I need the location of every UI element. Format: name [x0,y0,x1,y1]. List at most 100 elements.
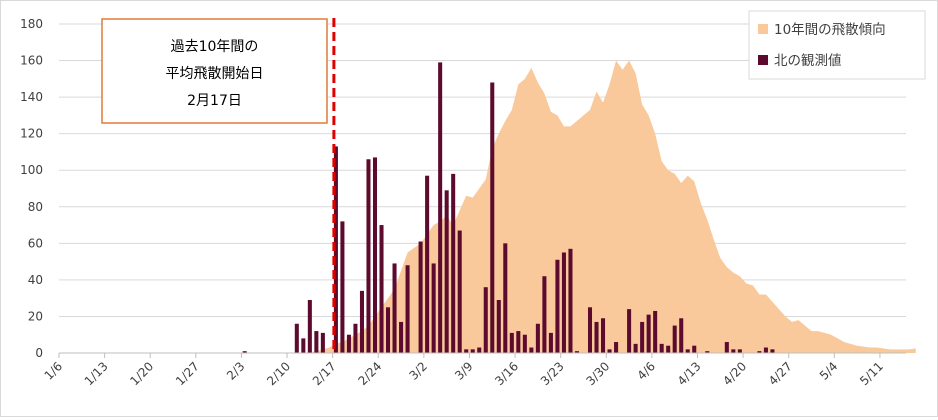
legend-swatch-observed [758,55,768,65]
observed-bar [438,62,443,353]
y-tick-label: 180 [20,17,43,31]
observed-bar [685,349,690,353]
observed-bar [346,334,351,353]
observed-bar [627,309,632,353]
observed-bar [594,321,599,353]
observed-bar [340,221,345,353]
observed-bar [555,259,560,353]
x-tick-label: 5/11 [857,359,886,388]
y-tick-label: 80 [28,200,43,214]
observed-bar [379,225,384,353]
observed-bar [314,331,319,353]
observed-bar [731,349,736,353]
y-tick-label: 60 [28,236,43,250]
observed-bar [399,321,404,353]
observed-bar [653,310,658,353]
legend-label-trend: 10年間の飛散傾向 [774,22,886,38]
y-tick-label: 100 [20,163,43,177]
observed-bar [640,321,645,353]
observed-bar [366,159,371,353]
observed-bar [666,345,671,353]
observed-bar [372,157,378,353]
x-tick-label: 1/6 [42,359,66,383]
observed-bar [451,173,456,353]
observed-bar [724,342,729,353]
observed-bar [333,146,338,353]
observed-bar [457,230,462,353]
observed-bar [522,334,527,353]
annotation-text-line: 過去10年間の [171,39,259,55]
observed-bar [561,252,566,353]
y-tick-label: 20 [28,309,43,323]
x-tick-label: 4/13 [675,359,704,388]
observed-bar [646,314,651,353]
observed-bar [444,190,449,353]
observed-bar [294,323,299,353]
trend-area-layer [303,60,916,354]
x-tick-label: 2/24 [355,359,384,388]
x-tick-label: 4/27 [766,359,795,388]
x-tick-label: 1/20 [127,359,156,388]
observed-bar [301,338,306,353]
x-tick-label: 2/17 [310,359,339,388]
x-tick-label: 5/4 [817,359,841,383]
observed-bar [418,241,423,353]
y-tick-label: 120 [20,127,43,141]
observed-bar [692,345,697,353]
observed-bar [763,347,768,353]
observed-bar [587,307,593,353]
observed-bar [509,332,514,353]
observed-bar [359,290,364,353]
observed-bar [431,263,436,353]
observed-bars-layer [242,62,775,354]
observed-bar [737,349,742,353]
observed-bar [607,349,612,353]
observed-bar [516,331,521,353]
x-tick-label: 1/13 [82,359,111,388]
y-tick-label: 40 [28,273,43,287]
observed-bar [242,351,247,353]
trend-area [303,60,916,354]
x-tick-label: 3/9 [452,359,476,383]
observed-bar [574,351,579,353]
x-tick-label: 3/23 [538,359,567,388]
observed-bar [464,349,469,353]
observed-bar [307,299,312,353]
legend-box [748,10,926,80]
legend-label-observed: 北の観測値 [774,52,842,69]
annotation-text-line: 平均飛散開始日 [166,66,264,82]
observed-bar [633,343,638,353]
observed-bar [548,332,553,353]
y-tick-label: 0 [35,346,43,360]
observed-bar [542,276,547,353]
observed-bar [496,299,501,353]
observed-bar [679,318,684,353]
observed-bar [535,323,540,353]
x-tick-label: 3/30 [583,359,612,388]
y-tick-label: 160 [20,54,43,68]
observed-bar [503,243,508,353]
observed-bar [529,347,534,353]
observed-bar [490,82,495,354]
observed-bar [353,323,358,353]
observed-bar [483,287,488,353]
x-tick-label: 4/6 [634,359,658,383]
observed-bar [659,343,664,353]
observed-bar [705,351,710,353]
y-tick-label: 140 [20,90,43,104]
observed-bar [392,263,397,353]
x-tick-label: 1/27 [173,359,202,388]
observed-bar [405,265,410,353]
x-tick-label: 3/2 [406,359,430,383]
observed-bar [672,325,677,353]
x-tick-label: 2/3 [224,359,248,383]
observed-bar [470,349,475,353]
x-tick-label: 4/20 [720,359,749,388]
observed-bar [425,175,430,353]
observed-bar [601,318,606,353]
x-tick-label: 2/10 [264,359,293,388]
